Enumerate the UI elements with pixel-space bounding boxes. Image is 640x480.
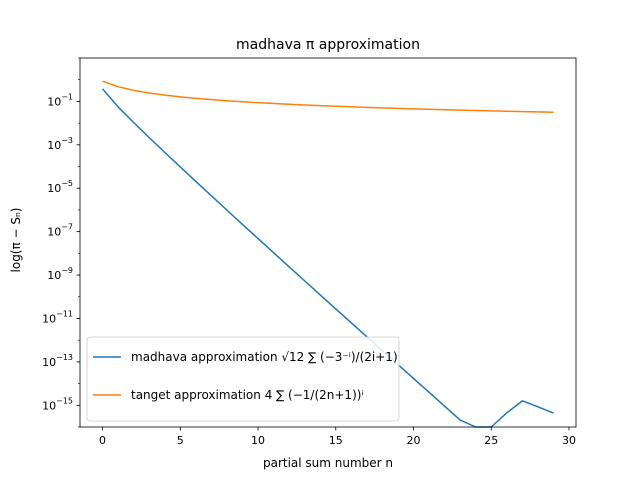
series-line-2 — [102, 80, 554, 113]
y-tick-label: 10−11 — [42, 309, 73, 325]
x-tick-label: 30 — [562, 434, 576, 447]
y-tick-label: 10−7 — [47, 223, 73, 239]
y-tick-label: 10−9 — [47, 266, 73, 282]
x-tick-label: 15 — [329, 434, 343, 447]
y-tick-label: 10−15 — [42, 396, 73, 412]
x-tick-label: 0 — [99, 434, 106, 447]
chart-title: madhava π approximation — [236, 37, 420, 53]
plot-area: 0 5 10 15 20 25 30 10−15 10−13 10−11 10−9 10−7 10−5 1… — [42, 57, 577, 447]
x-tick-label: 25 — [484, 434, 498, 447]
y-tick-label: 10−5 — [47, 179, 73, 195]
y-tick-label: 10−13 — [42, 353, 73, 369]
x-tick-label: 5 — [177, 434, 184, 447]
x-axis-label: partial sum number n — [263, 456, 393, 470]
x-tick-label: 10 — [251, 434, 265, 447]
y-axis-label: log(π − Sₙ) — [9, 208, 23, 273]
axes-frame — [79, 57, 577, 428]
legend-box — [86, 336, 400, 422]
y-tick-label: 10−3 — [47, 136, 73, 152]
x-tick-label: 20 — [407, 434, 421, 447]
legend-label: madhava approximation √12 ∑ (−3⁻ⁱ)/(2i+1… — [131, 350, 398, 364]
y-tick-label: 10−1 — [47, 92, 73, 108]
legend-label: tanget approximation 4 ∑ (−1/(2n+1))ⁱ — [131, 388, 364, 402]
